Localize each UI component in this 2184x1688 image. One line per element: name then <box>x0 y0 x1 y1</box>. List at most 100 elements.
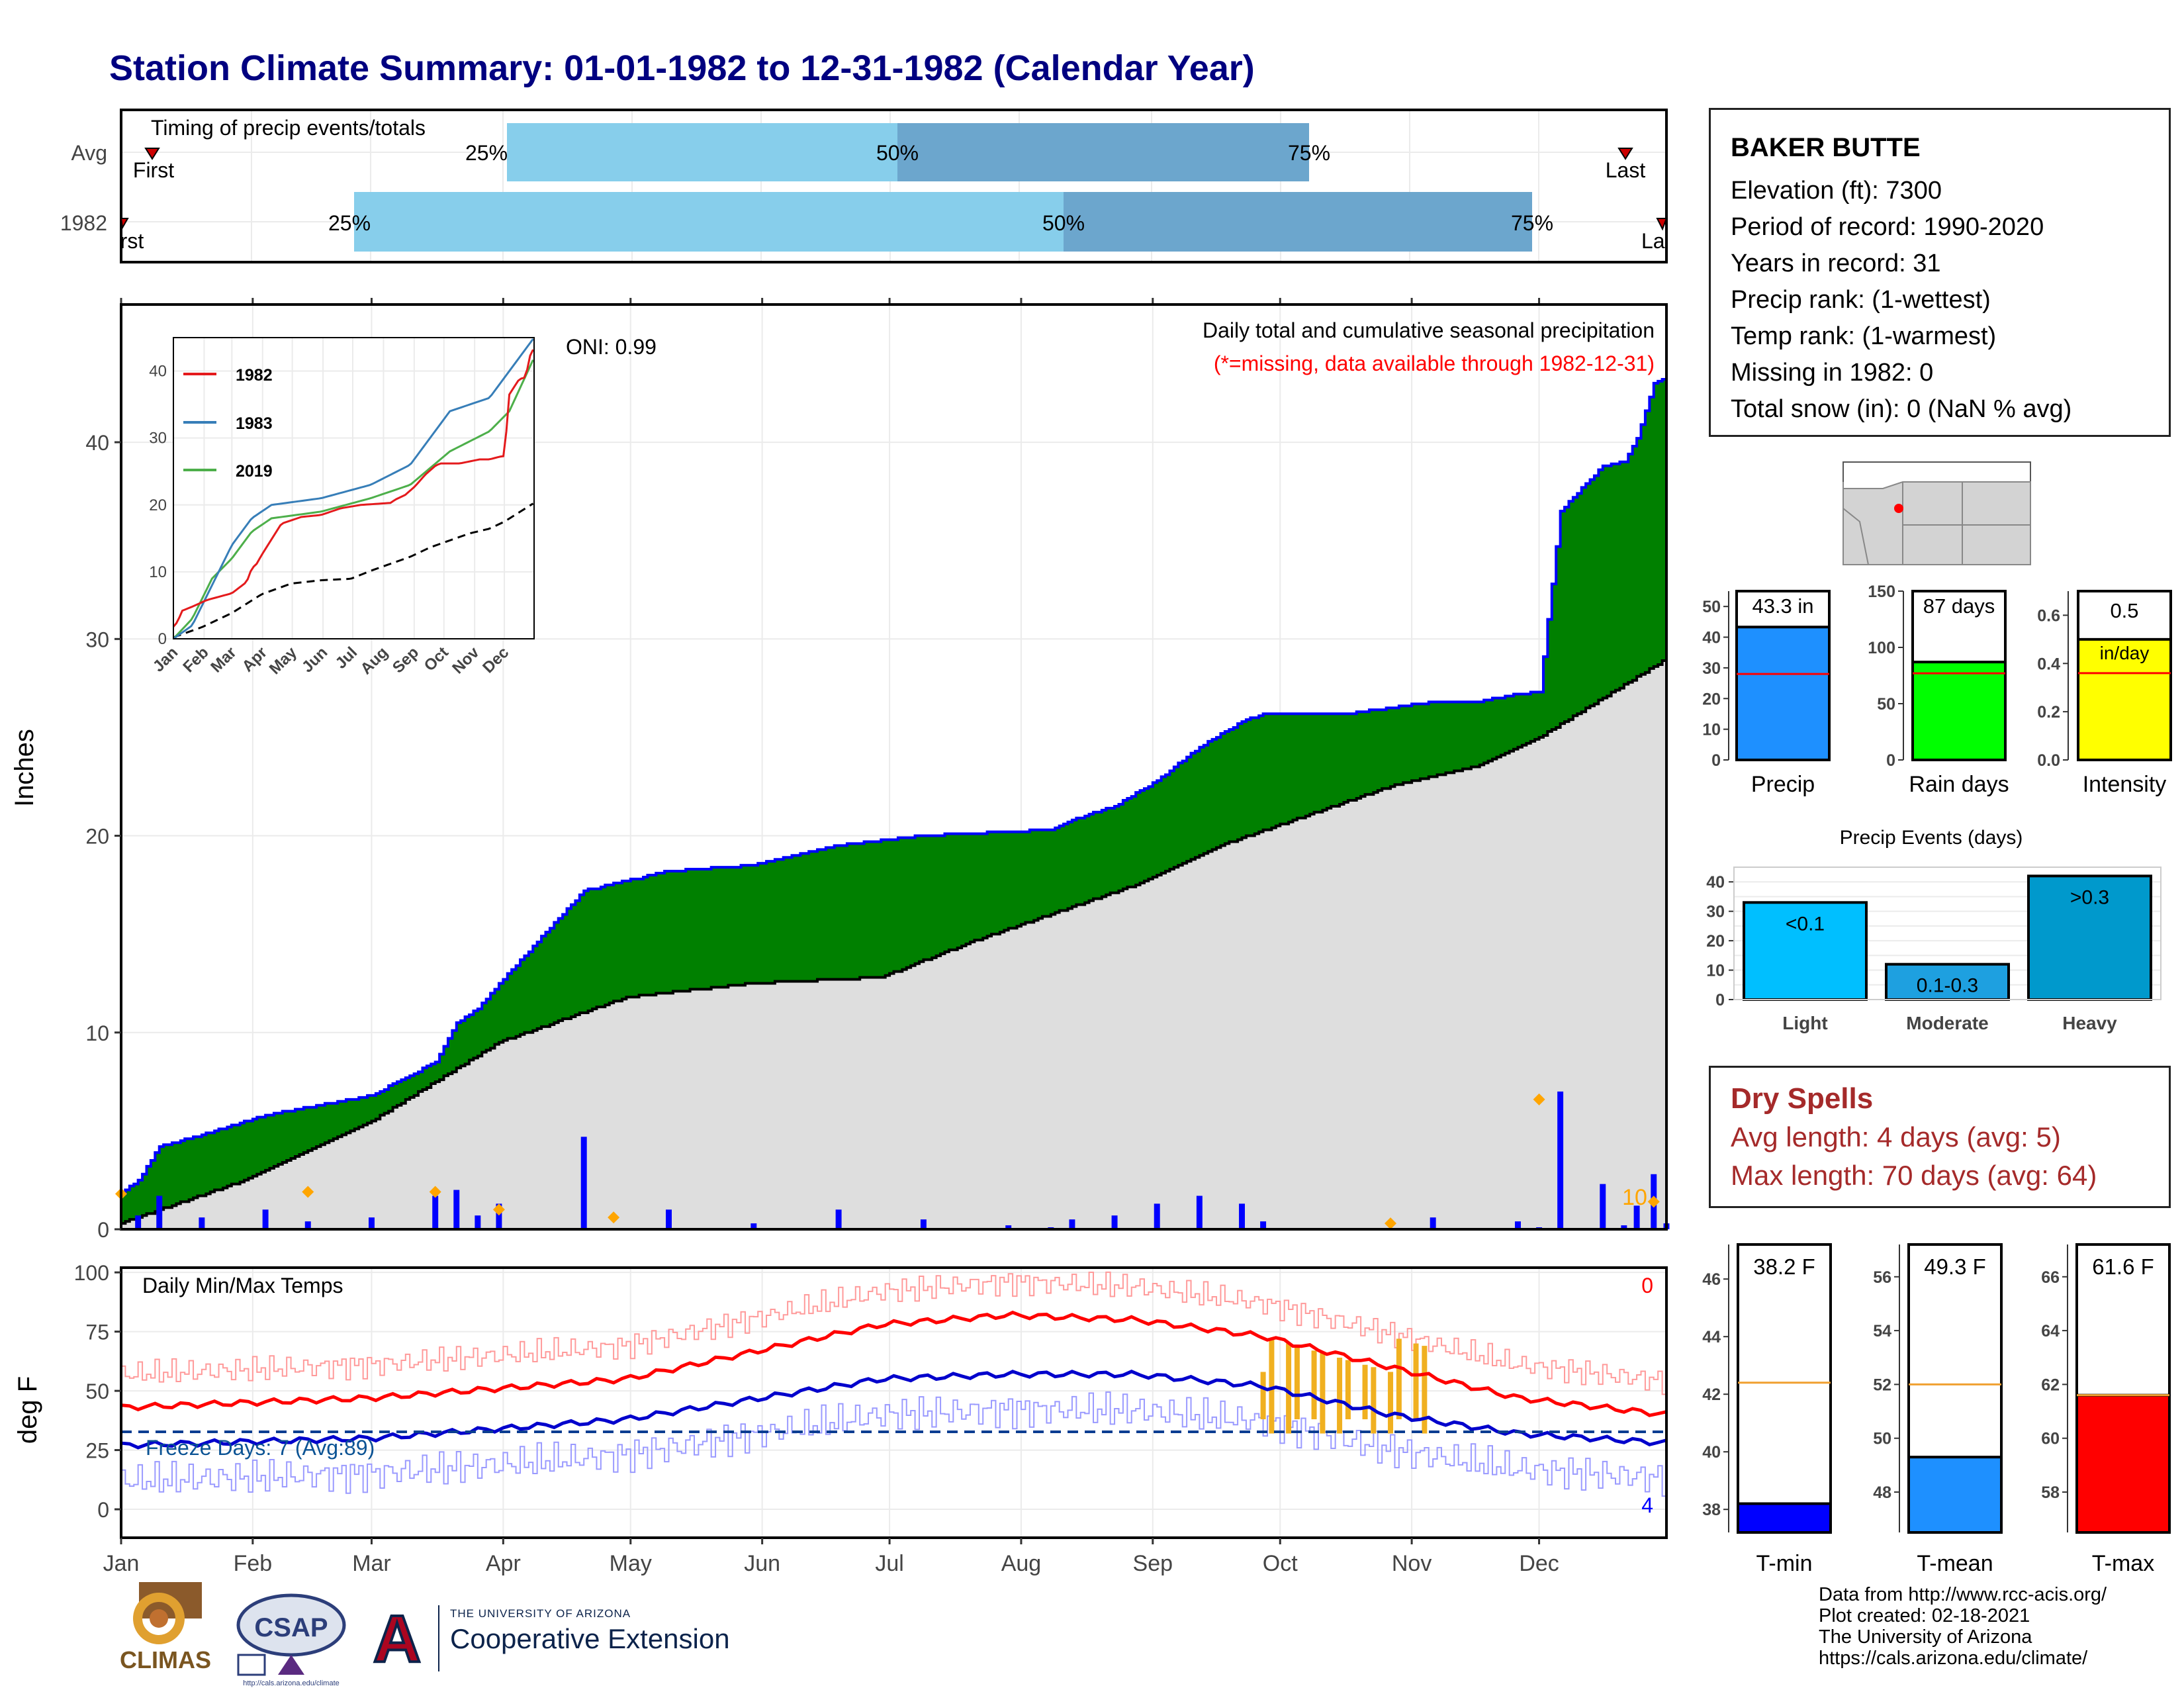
extreme-marker <box>1385 1217 1397 1230</box>
svg-text:25%: 25% <box>328 211 371 235</box>
ua-extension-text: THE UNIVERSITY OF ARIZONA Cooperative Ex… <box>450 1607 730 1654</box>
precip-stat-tick: 40 <box>1702 629 1721 647</box>
inset-xtick: May <box>266 643 301 679</box>
dry-spells-avg: Avg length: 4 days (avg: 5) <box>1731 1121 2061 1152</box>
month-label: Dec <box>1519 1551 1559 1576</box>
raindays-stat-value: 87 days <box>1923 594 1995 618</box>
inset-2019-line <box>172 359 534 640</box>
inset-ytick: 40 <box>149 363 167 381</box>
svg-text:Avg: Avg <box>71 141 107 165</box>
temp-anomaly-bar <box>1362 1364 1368 1420</box>
temp-ytick: 25 <box>85 1439 109 1463</box>
temp-anomaly-bar <box>1388 1372 1394 1434</box>
inset-xtick: Mar <box>207 643 240 676</box>
intensity-stat-bar <box>2077 637 2172 761</box>
intensity-stat-value: 0.5 <box>2110 599 2138 622</box>
intensity-stat-tick: 0.4 <box>2037 655 2060 673</box>
dry-spells-box: Dry Spells Avg length: 4 days (avg: 5) M… <box>1709 1066 2171 1208</box>
temp-anomaly-bar <box>1371 1367 1377 1434</box>
precip-ytick: 0 <box>97 1218 109 1242</box>
inset-ytick: 10 <box>149 563 167 581</box>
month-label: Jan <box>103 1551 140 1576</box>
temp-ylabel: deg F <box>13 1376 42 1444</box>
svg-text:A: A <box>373 1602 421 1675</box>
svg-text:75%: 75% <box>1288 141 1330 165</box>
avg-50-75-bar <box>897 123 1309 181</box>
svg-text:First: First <box>103 229 144 253</box>
temp-anomaly-bar <box>1422 1346 1428 1434</box>
temp-anomaly-bars <box>1260 1338 1428 1434</box>
raindays-stat-tick: 0 <box>1886 751 1895 770</box>
daily-precip-bar <box>751 1223 757 1229</box>
first-marker-year <box>120 218 129 230</box>
raindays-stat-tick: 100 <box>1868 639 1895 657</box>
daily-precip-bar <box>1005 1225 1012 1229</box>
svg-text:75%: 75% <box>1511 211 1553 235</box>
events-category: Heavy <box>2062 1013 2117 1033</box>
timing-panel: Timing of precip events/totals 25% 50% 7… <box>60 109 1682 263</box>
daily-precip-bar <box>135 1215 142 1229</box>
climas-logo: CLIMAS <box>120 1582 211 1673</box>
daily-precip-bar <box>580 1137 587 1229</box>
tmin-stat-tick: 40 <box>1702 1443 1721 1462</box>
tmax-stat-tick: 60 <box>2041 1430 2060 1448</box>
temp-anomaly-bar <box>1337 1358 1343 1434</box>
events-bar-heavy <box>2027 874 2152 1002</box>
intensity-stat-tick: 0.6 <box>2037 606 2060 625</box>
temp-ytick: 0 <box>97 1498 109 1522</box>
station-precip-rank: Precip rank: (1-wettest) <box>1731 286 1991 314</box>
precip-stat-tick: 50 <box>1702 598 1721 616</box>
daily-precip-bar <box>835 1209 842 1229</box>
precip-subtitle: (*=missing, data available through 1982-… <box>1214 352 1655 375</box>
daily-precip-bar <box>1557 1091 1564 1229</box>
temp-ytick: 75 <box>85 1321 109 1344</box>
credit-line-1: Data from http://www.rcc-acis.org/ <box>1819 1584 2107 1605</box>
events-bar-moderate <box>1885 962 2010 1001</box>
ua-logo: A <box>372 1602 439 1675</box>
tmean-stat-tick: 54 <box>1873 1322 1891 1340</box>
inset-xtick: Oct <box>421 643 452 675</box>
inset-legend-2019: 2019 <box>236 462 273 481</box>
daily-precip-bar <box>920 1219 927 1229</box>
daily-precip-bar <box>1069 1219 1075 1229</box>
credit-line-3: The University of Arizona <box>1819 1626 2032 1648</box>
svg-text:1982: 1982 <box>60 211 107 235</box>
svg-text:http://cals.arizona.edu/climat: http://cals.arizona.edu/climate <box>243 1679 340 1687</box>
events-ytick: 10 <box>1706 962 1725 980</box>
oni-label: ONI: 0.99 <box>566 335 657 359</box>
temp-anomaly-bar <box>1269 1338 1275 1434</box>
temp-count-bottom: 4 <box>1641 1493 1653 1517</box>
extreme-marker <box>429 1186 441 1198</box>
month-label: Aug <box>1001 1551 1042 1576</box>
svg-text:Last: Last <box>1641 229 1682 253</box>
inset-xtick: Aug <box>357 643 392 678</box>
freeze-days-label: Freeze Days: 7 (Avg:89) <box>146 1436 375 1460</box>
extreme-count-label: 10 <box>1622 1185 1647 1210</box>
first-marker-avg <box>144 148 160 160</box>
inset-ytick: 20 <box>149 496 167 514</box>
avg-tmin-line <box>120 1370 1667 1450</box>
daily-precip-bar <box>1430 1217 1436 1229</box>
year-50-75-bar <box>1064 192 1532 252</box>
station-years: Years in record: 31 <box>1731 250 1941 277</box>
timing-label: Timing of precip events/totals <box>151 116 426 140</box>
extreme-marker <box>1647 1196 1660 1208</box>
precip-ytick: 10 <box>85 1021 109 1045</box>
precip-stat-tick: 10 <box>1702 721 1721 739</box>
inset-1982-line <box>172 349 534 628</box>
tmean-stat-value: 49.3 F <box>1924 1254 1986 1279</box>
daily-precip-bar <box>496 1203 502 1229</box>
credit-line-4: https://cals.arizona.edu/climate/ <box>1819 1648 2088 1669</box>
inset-xtick: Sep <box>389 643 422 677</box>
precip-ytick: 30 <box>85 628 109 651</box>
precip-stat-tick: 20 <box>1702 690 1721 708</box>
daily-precip-bar <box>1515 1221 1521 1229</box>
precip-ytick: 20 <box>85 825 109 849</box>
daily-precip-bar <box>1196 1196 1203 1229</box>
precip-stat-label: Precip <box>1751 772 1815 797</box>
cumulative-avg-area <box>120 659 1668 1231</box>
tmin-stat-value: 38.2 F <box>1753 1254 1815 1279</box>
extreme-marker <box>1533 1093 1545 1105</box>
